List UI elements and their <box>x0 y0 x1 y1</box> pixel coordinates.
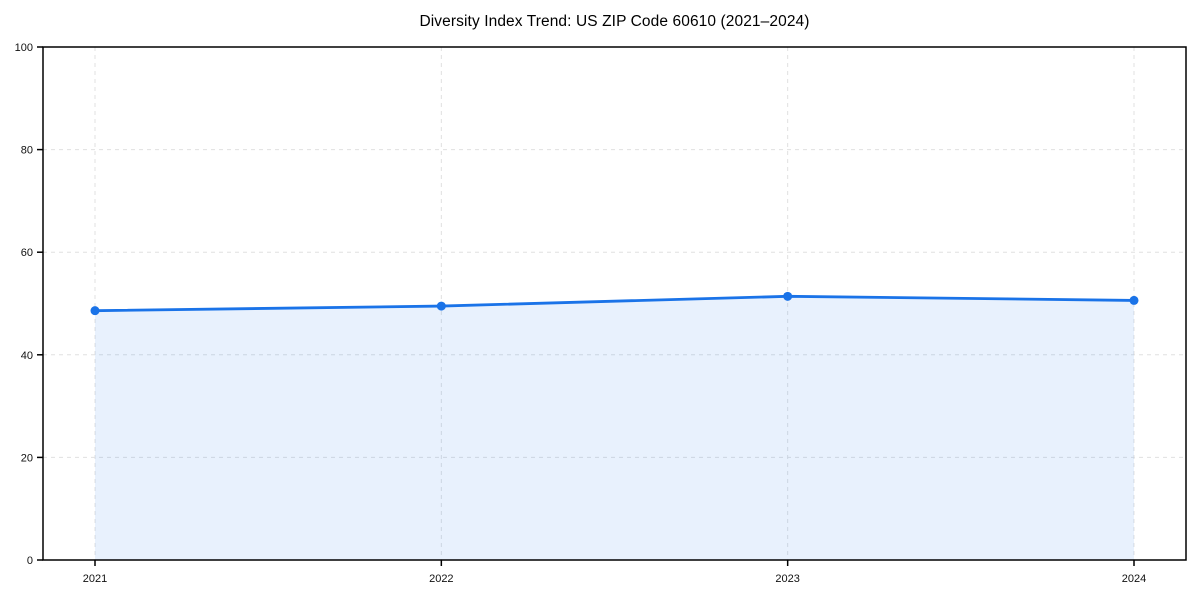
y-axis-tick-label: 80 <box>21 145 33 157</box>
y-axis-tick-label: 60 <box>21 247 33 259</box>
data-point-2023 <box>783 291 793 301</box>
data-point-2024 <box>1129 295 1139 305</box>
x-axis-tick-label: 2023 <box>775 573 799 585</box>
y-axis-tick-label: 40 <box>21 350 33 362</box>
area-fill <box>95 296 1134 560</box>
chart-title: Diversity Index Trend: US ZIP Code 60610… <box>419 13 810 30</box>
y-axis-tick-label: 20 <box>21 452 33 464</box>
data-point-2021 <box>90 306 100 316</box>
plot-border <box>42 46 1187 561</box>
data-point-2022 <box>436 301 446 311</box>
y-axis-tick-label: 100 <box>15 42 33 54</box>
x-axis-tick-label: 2022 <box>429 573 453 585</box>
trend-line <box>93 294 1136 313</box>
x-axis-tick-label: 2024 <box>1122 573 1146 585</box>
x-axis-tick-label: 2021 <box>83 573 107 585</box>
y-axis-tick-label: 0 <box>27 555 33 567</box>
